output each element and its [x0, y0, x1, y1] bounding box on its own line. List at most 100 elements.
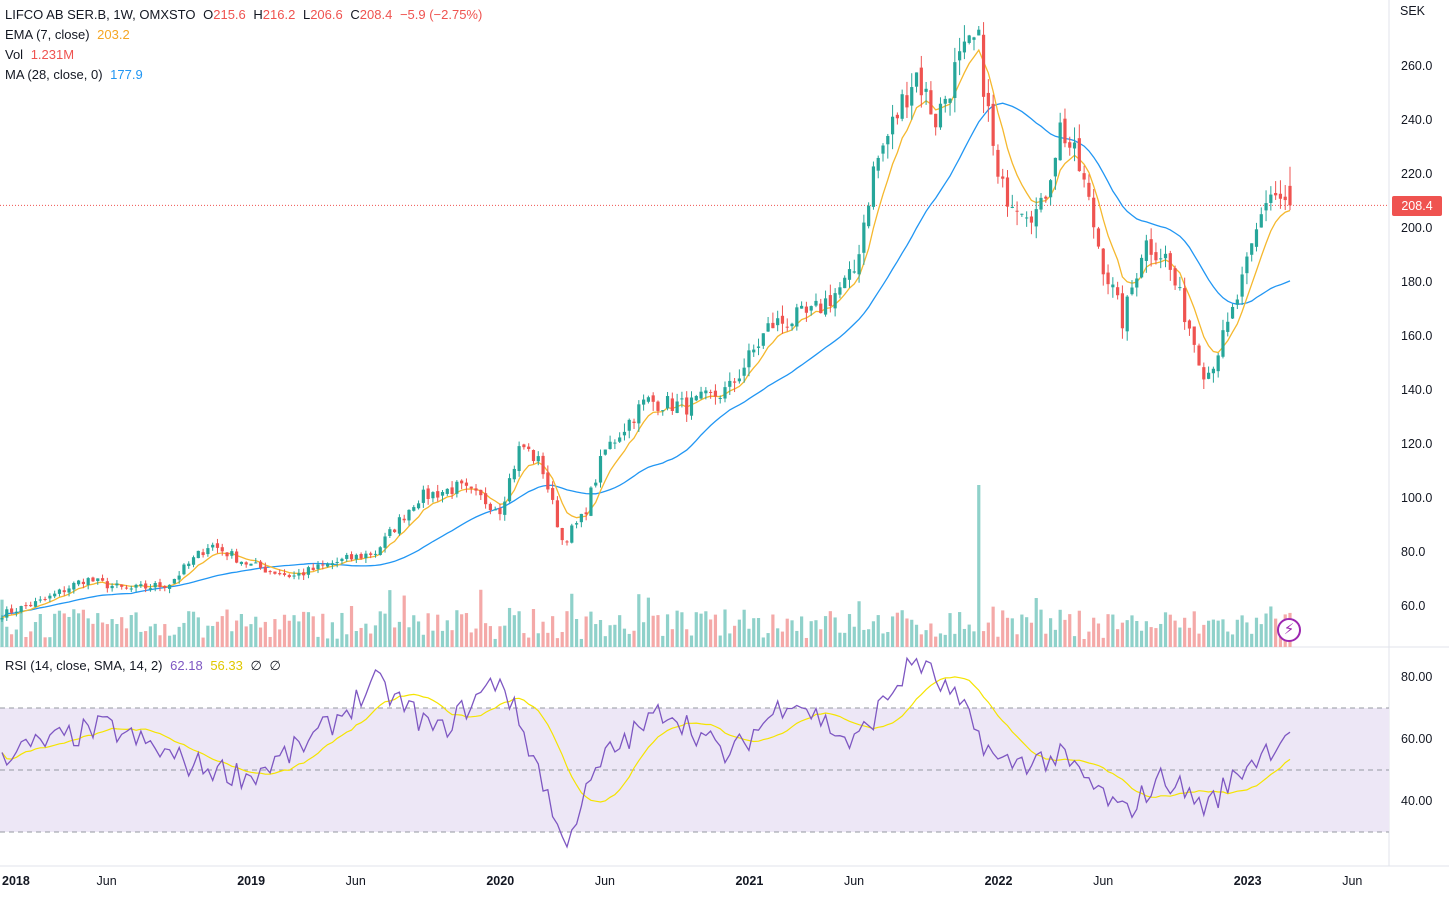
candle-body	[115, 583, 119, 586]
volume-bar	[72, 609, 76, 647]
volume-bar	[622, 628, 627, 647]
rsi-tick-label: 80.00	[1401, 670, 1432, 684]
volume-bar	[416, 621, 421, 647]
candle-body	[862, 222, 866, 253]
volume-bar	[1259, 624, 1263, 647]
volume-bar	[1044, 633, 1048, 647]
volume-bar	[258, 627, 263, 647]
volume-bar	[1034, 598, 1038, 647]
candle-body	[1068, 142, 1072, 148]
volume-bar	[239, 614, 244, 647]
candle-body	[1216, 355, 1220, 372]
volume-bar	[1250, 633, 1254, 647]
candle-body	[1025, 217, 1029, 219]
volume-bar	[498, 626, 502, 647]
candle-body	[187, 563, 191, 567]
volume-bar	[182, 622, 186, 647]
volume-bar	[19, 608, 23, 647]
volume-bar	[230, 631, 234, 647]
volume-bar	[263, 621, 267, 647]
close-value: 208.4	[359, 7, 393, 22]
volume-bar	[273, 619, 277, 647]
candle-body	[780, 315, 785, 324]
candle-body	[1163, 253, 1168, 259]
volume-bar	[914, 624, 919, 647]
lightning-icon[interactable]: ⚡	[1277, 618, 1301, 642]
candle-body	[886, 135, 890, 145]
candle-body	[962, 41, 967, 53]
open-value: 215.6	[213, 7, 246, 22]
candle-body	[613, 442, 617, 444]
candle-body	[507, 478, 512, 502]
candle-body	[335, 561, 339, 563]
candle-body	[14, 611, 18, 613]
candle-body	[182, 564, 186, 575]
candle-body	[503, 501, 507, 515]
volume-bar	[359, 627, 363, 647]
ma-legend: MA (28, close, 0) 177.9	[5, 65, 147, 85]
candle-body	[330, 563, 334, 566]
volume-bar	[1068, 614, 1072, 647]
candle-body	[828, 295, 832, 306]
candle-body	[172, 578, 176, 584]
volume-bar	[958, 612, 962, 647]
candle-body	[1202, 367, 1206, 380]
volume-bar	[766, 633, 770, 647]
volume-bar	[1029, 622, 1034, 647]
candle-body	[881, 145, 885, 154]
volume-bar	[158, 635, 162, 647]
volume-bar	[282, 614, 287, 647]
price-tick-label: 240.0	[1401, 113, 1432, 127]
volume-bar	[373, 625, 378, 647]
volume-bar	[828, 611, 832, 647]
candle-body	[302, 572, 306, 576]
volume-bar	[335, 638, 339, 647]
candle-body	[1283, 196, 1287, 201]
volume-bar	[426, 613, 430, 647]
candle-body	[239, 561, 244, 564]
volume-bar	[507, 607, 512, 647]
volume-bar	[747, 628, 751, 647]
candle-body	[53, 593, 57, 597]
volume-bar	[1130, 615, 1134, 647]
candle-body	[440, 492, 445, 496]
candle-body	[1168, 253, 1172, 270]
candle-body	[852, 271, 856, 273]
candle-body	[244, 562, 248, 565]
volume-bar	[833, 617, 837, 647]
volume-bar	[1005, 617, 1010, 647]
candle-body	[642, 399, 646, 405]
candle-body	[1082, 173, 1086, 180]
candle-body	[670, 398, 674, 411]
rsi-sma-line	[1, 676, 1291, 803]
candle-body	[1101, 248, 1105, 275]
volume-bar	[981, 631, 986, 647]
candle-body	[857, 254, 861, 275]
candle-body	[1053, 157, 1057, 177]
volume-bar	[613, 624, 617, 647]
volume-bar	[1173, 620, 1177, 647]
candle-body	[766, 323, 770, 332]
candle-body	[1001, 176, 1005, 179]
candle-body	[680, 398, 684, 400]
candle-body	[388, 529, 392, 536]
candle-body	[790, 323, 794, 327]
volume-bar	[1101, 637, 1105, 647]
volume-bar	[804, 637, 809, 647]
candle-body	[464, 482, 469, 486]
volume-bar	[206, 625, 210, 647]
candle-body	[713, 390, 718, 397]
candle-body	[148, 588, 153, 590]
candle-body	[144, 583, 148, 589]
volume-bar	[191, 611, 196, 647]
candle-body	[1278, 193, 1283, 199]
volume-bar	[345, 634, 349, 647]
candle-body	[1120, 293, 1125, 329]
candle-body	[1274, 192, 1278, 196]
candle-body	[747, 350, 751, 368]
candle-body	[531, 450, 536, 462]
currency-label: SEK	[1400, 4, 1426, 18]
volume-bar	[38, 613, 42, 647]
volume-bar	[632, 630, 636, 647]
